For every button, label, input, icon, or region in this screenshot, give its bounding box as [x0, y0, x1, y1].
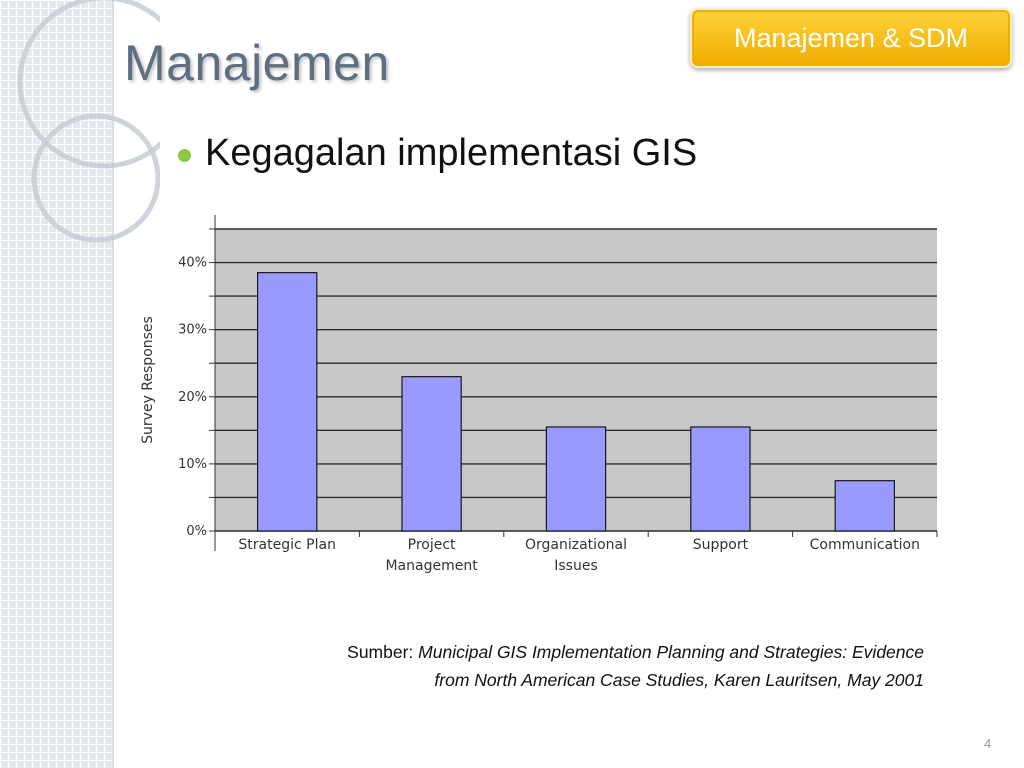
y-axis-label: Survey Responses — [140, 316, 156, 444]
bar-2 — [545, 426, 607, 532]
bar-0 — [256, 272, 318, 532]
x-tick-label: Communication — [810, 537, 920, 553]
source-citation: Sumber: Municipal GIS Implementation Pla… — [330, 638, 924, 694]
bar-chart: 0% 10% 20% 30% 40% Survey Responses Strategic … — [140, 215, 938, 574]
y-tick-label: 40% — [178, 256, 207, 271]
x-tick-label: Organizational — [525, 537, 627, 553]
y-tick-label: 0% — [186, 524, 207, 539]
bar-4 — [834, 480, 896, 532]
x-tick-label: Support — [693, 537, 749, 553]
decorative-rings — [17, 0, 160, 243]
x-tick-label: Management — [385, 558, 478, 574]
slide-title: Manajemen — [124, 35, 390, 91]
x-tick-label: Project — [408, 537, 456, 553]
bullet-item: Kegagalan implementasi GIS — [178, 132, 697, 175]
y-tick-label: 10% — [178, 457, 207, 472]
source-label: Sumber: — [347, 642, 414, 662]
section-badge: Manajemen & SDM — [690, 8, 1012, 68]
x-tick-label: Strategic Plan — [238, 537, 336, 553]
y-tick-label: 20% — [178, 390, 207, 405]
page-number: 4 — [984, 736, 992, 751]
x-tick-label: Issues — [554, 558, 598, 574]
y-tick-label: 30% — [178, 323, 207, 338]
bar-1 — [401, 376, 462, 532]
bullet-dot-icon — [178, 149, 191, 162]
source-text: Municipal GIS Implementation Planning an… — [418, 642, 924, 690]
bar-3 — [690, 426, 751, 532]
bullet-text: Kegagalan implementasi GIS — [205, 132, 698, 174]
